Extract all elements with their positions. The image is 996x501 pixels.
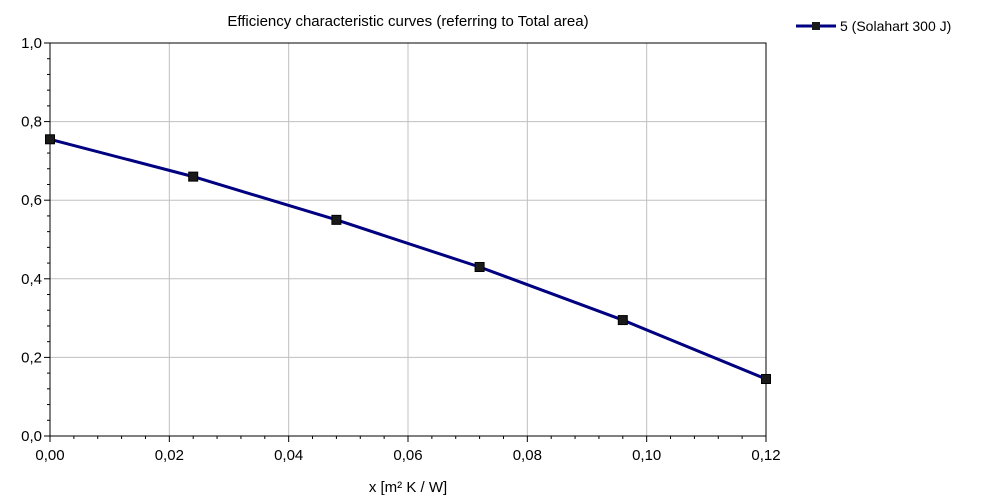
data-point-marker <box>761 374 771 385</box>
x-tick-label: 0,08 <box>513 447 542 464</box>
y-tick-label: 0,4 <box>21 271 42 288</box>
series-line <box>49 137 767 381</box>
y-tick-label: 0,2 <box>21 349 42 366</box>
legend-label: 5 (Solahart 300 J) <box>840 18 951 34</box>
data-point-marker <box>188 171 199 182</box>
chart-title: Efficiency characteristic curves (referr… <box>227 13 588 30</box>
x-tick-label: 0,12 <box>751 447 780 464</box>
y-tick-label: 0,8 <box>21 114 42 131</box>
y-tick-label: 0,6 <box>21 192 42 209</box>
x-tick-label: 0,00 <box>35 447 64 464</box>
series <box>45 134 771 385</box>
x-tick-label: 0,10 <box>632 447 661 464</box>
data-point-marker <box>617 315 628 326</box>
x-tick-label: 0,02 <box>155 447 184 464</box>
data-point-marker <box>45 134 55 145</box>
grid <box>50 43 766 436</box>
ticks: 0,00 0,02 0,04 0,06 0,08 0,10 0,12 0,0 0,2 0,4 0,6… <box>21 35 780 464</box>
x-axis-label: x [m² K / W] <box>369 479 447 496</box>
data-point-marker <box>474 262 485 273</box>
x-tick-label: 0,06 <box>393 447 422 464</box>
x-tick-label: 0,04 <box>274 447 303 464</box>
legend: 5 (Solahart 300 J) <box>796 18 951 34</box>
legend-marker-icon <box>812 22 820 30</box>
y-tick-label: 0,0 <box>21 428 42 445</box>
y-tick-label: 1,0 <box>21 35 42 52</box>
data-point-marker <box>331 214 342 225</box>
